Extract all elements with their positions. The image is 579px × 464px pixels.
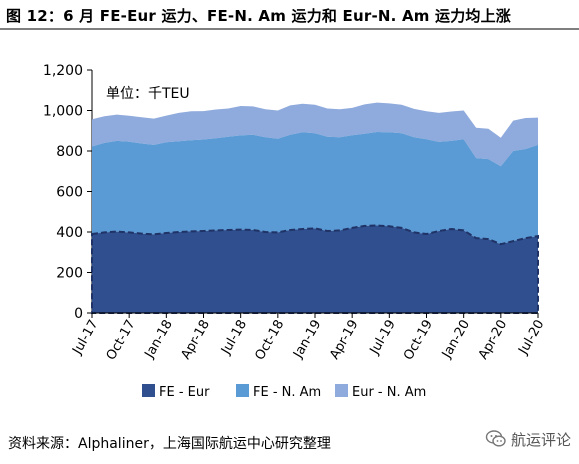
legend-swatch-eur-n-am bbox=[335, 384, 348, 397]
legend-swatch-fe-n-am bbox=[236, 384, 249, 397]
y-tick-label: 200 bbox=[56, 266, 83, 282]
source-note: 资料来源：Alphaliner，上海国际航运中心研究整理 bbox=[8, 436, 331, 452]
x-tick-label: Jul-18 bbox=[218, 318, 250, 358]
legend-label-fe-eur: FE - Eur bbox=[159, 385, 210, 400]
x-tick-label: Jul-20 bbox=[516, 318, 548, 358]
y-axis-ticks: 0 200 400 600 800 1,000 1,200 bbox=[43, 63, 92, 322]
y-tick-label: 1,000 bbox=[43, 104, 83, 120]
area-eur-n-am bbox=[92, 102, 538, 167]
legend-swatch-fe-eur bbox=[142, 384, 155, 397]
y-tick-label: 600 bbox=[56, 185, 83, 201]
figure-title: 图 12：6 月 FE-Eur 运力、FE-N. Am 运力和 Eur-N. A… bbox=[0, 0, 579, 30]
legend: FE - Eur FE - N. Am Eur - N. Am bbox=[142, 384, 426, 400]
watermark: 航运评论 bbox=[485, 428, 571, 450]
y-tick-label: 400 bbox=[56, 225, 83, 241]
x-tick-label: Jan-20 bbox=[439, 318, 473, 362]
area-layer bbox=[91, 102, 539, 314]
y-tick-label: 0 bbox=[74, 306, 83, 322]
x-tick-label: Jul-19 bbox=[367, 318, 399, 358]
area-fe-eur bbox=[91, 224, 539, 314]
x-tick-label: Oct-17 bbox=[104, 318, 139, 363]
wechat-bubble-icon bbox=[485, 430, 506, 447]
x-tick-label: Oct-19 bbox=[401, 318, 436, 363]
x-tick-label: Jul-17 bbox=[70, 318, 102, 358]
x-axis-ticks: Jul-17 Oct-17 Jan-18 Apr-18 Jul-18 Oct-18 Jan-… bbox=[70, 313, 548, 363]
x-tick-label: Oct-18 bbox=[252, 318, 287, 363]
y-tick-label: 1,200 bbox=[43, 63, 83, 79]
x-tick-label: Jan-19 bbox=[290, 318, 324, 362]
unit-label: 单位：千TEU bbox=[106, 86, 190, 102]
plot-area bbox=[91, 102, 539, 314]
legend-label-fe-n-am: FE - N. Am bbox=[253, 385, 321, 400]
legend-label-eur-n-am: Eur - N. Am bbox=[352, 385, 426, 400]
x-tick-label: Apr-19 bbox=[327, 318, 361, 363]
y-axis: 0 200 400 600 800 1,000 1,200 bbox=[43, 63, 93, 322]
y-tick-label: 800 bbox=[56, 144, 83, 160]
x-tick-label: Apr-20 bbox=[476, 318, 510, 363]
x-tick-label: Apr-18 bbox=[179, 318, 213, 363]
x-tick-label: Jan-18 bbox=[142, 318, 176, 362]
area-fe-n-am bbox=[92, 132, 538, 245]
watermark-text: 航运评论 bbox=[510, 430, 571, 449]
